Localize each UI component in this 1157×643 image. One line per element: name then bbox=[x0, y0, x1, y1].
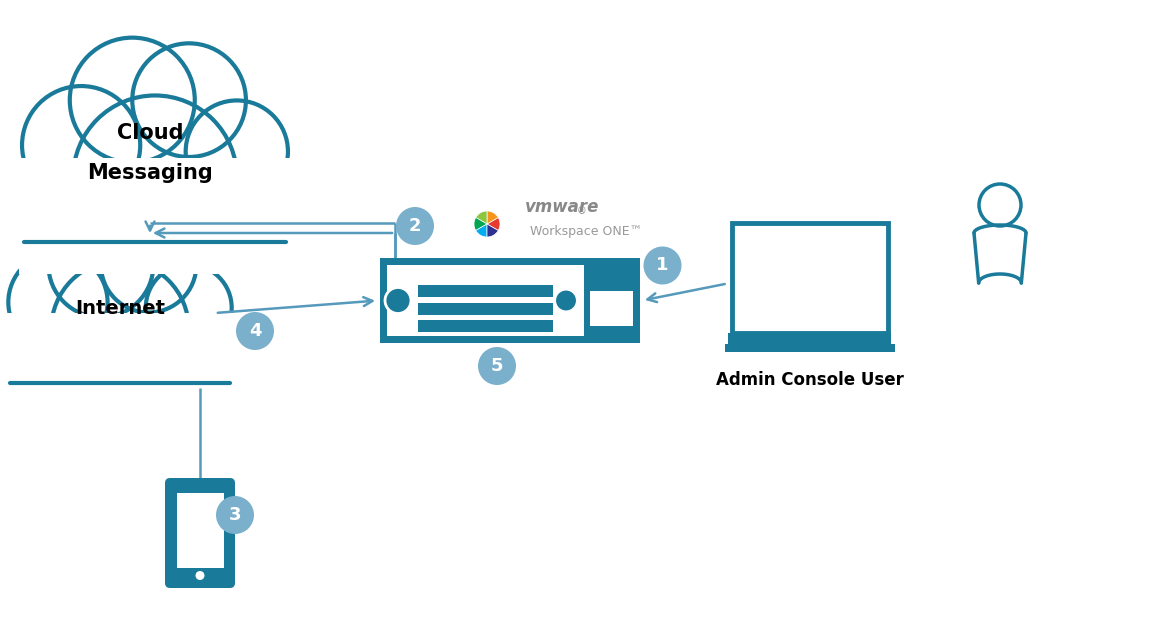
Circle shape bbox=[385, 287, 411, 314]
FancyBboxPatch shape bbox=[177, 493, 223, 568]
Wedge shape bbox=[487, 224, 499, 237]
Circle shape bbox=[146, 265, 231, 350]
FancyBboxPatch shape bbox=[6, 313, 235, 410]
Circle shape bbox=[22, 86, 140, 204]
Circle shape bbox=[132, 43, 246, 157]
FancyBboxPatch shape bbox=[379, 258, 640, 343]
Text: Messaging: Messaging bbox=[87, 163, 213, 183]
Circle shape bbox=[236, 312, 274, 350]
Circle shape bbox=[196, 571, 205, 580]
Wedge shape bbox=[476, 211, 487, 224]
Circle shape bbox=[185, 100, 288, 203]
FancyBboxPatch shape bbox=[418, 320, 553, 332]
FancyBboxPatch shape bbox=[418, 302, 553, 314]
Wedge shape bbox=[474, 217, 487, 230]
Circle shape bbox=[69, 38, 194, 163]
Circle shape bbox=[396, 207, 434, 245]
Text: 2: 2 bbox=[408, 217, 421, 235]
FancyBboxPatch shape bbox=[584, 265, 639, 336]
Circle shape bbox=[478, 347, 516, 385]
Circle shape bbox=[8, 253, 108, 352]
Circle shape bbox=[73, 95, 237, 259]
Circle shape bbox=[49, 212, 154, 317]
Text: vmware: vmware bbox=[525, 198, 599, 216]
FancyBboxPatch shape bbox=[724, 343, 896, 352]
Circle shape bbox=[51, 260, 189, 398]
FancyBboxPatch shape bbox=[729, 333, 892, 345]
Text: Admin Console User: Admin Console User bbox=[716, 371, 904, 389]
Text: Internet: Internet bbox=[75, 298, 165, 318]
FancyBboxPatch shape bbox=[386, 265, 633, 336]
Circle shape bbox=[643, 246, 681, 284]
FancyBboxPatch shape bbox=[732, 223, 887, 333]
FancyBboxPatch shape bbox=[19, 158, 292, 274]
Text: 4: 4 bbox=[249, 322, 261, 340]
Wedge shape bbox=[487, 217, 500, 230]
Text: ®: ® bbox=[577, 206, 587, 216]
FancyBboxPatch shape bbox=[165, 478, 235, 588]
Circle shape bbox=[555, 289, 577, 311]
Text: Cloud: Cloud bbox=[117, 123, 183, 143]
Text: 3: 3 bbox=[229, 506, 242, 524]
Circle shape bbox=[216, 496, 255, 534]
Wedge shape bbox=[476, 224, 487, 237]
Circle shape bbox=[101, 217, 197, 312]
Text: 1: 1 bbox=[656, 257, 669, 275]
Wedge shape bbox=[487, 211, 499, 224]
Text: 5: 5 bbox=[491, 357, 503, 375]
FancyBboxPatch shape bbox=[418, 285, 553, 297]
FancyBboxPatch shape bbox=[590, 291, 633, 326]
Text: Workspace ONE™: Workspace ONE™ bbox=[530, 225, 642, 238]
